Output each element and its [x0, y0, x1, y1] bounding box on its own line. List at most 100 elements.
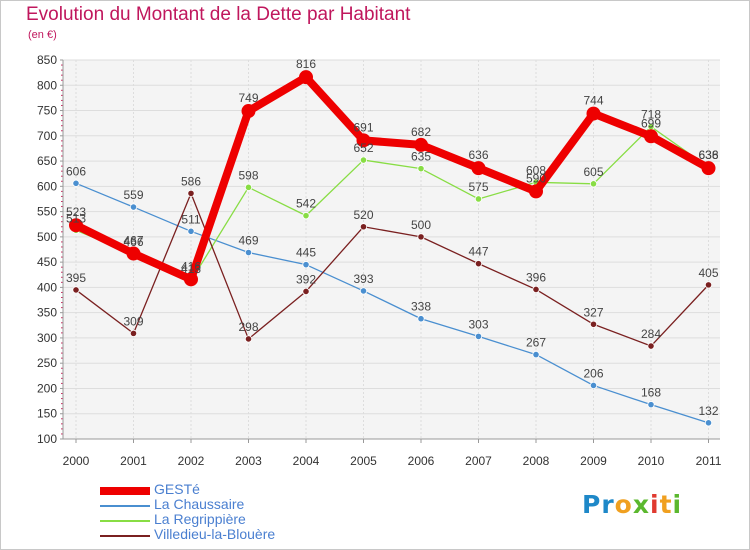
data-label-la-chaussaire-2009: 206 — [583, 366, 603, 380]
ytick-label-150: 150 — [37, 407, 57, 421]
data-label-geste-2001: 467 — [123, 234, 143, 248]
proxiti-logo: Proxiti — [582, 490, 682, 519]
data-point-la-chaussaire-2003 — [244, 248, 253, 257]
ytick-label-350: 350 — [37, 306, 57, 320]
data-label-la-regrippiere-2003: 598 — [238, 168, 258, 182]
xtick-label-2000: 2000 — [63, 454, 90, 468]
data-point-geste-2008 — [529, 184, 543, 199]
data-label-la-chaussaire-2001: 559 — [123, 188, 143, 202]
data-point-geste-2010 — [644, 129, 658, 144]
ytick-label-850: 850 — [37, 53, 57, 67]
data-point-geste-2009 — [586, 106, 601, 121]
ytick-label-400: 400 — [37, 280, 57, 294]
data-label-la-regrippiere-2004: 542 — [296, 197, 316, 211]
series-line-villedieu-la-blouere — [75, 192, 710, 347]
data-label-villedieu-la-blouere-2002: 586 — [181, 174, 201, 188]
data-point-geste-2006 — [414, 137, 428, 152]
data-label-la-regrippiere-2007: 575 — [468, 180, 488, 194]
data-label-villedieu-la-blouere-2001: 309 — [123, 314, 143, 328]
data-label-geste-2000: 523 — [66, 205, 86, 219]
data-point-la-chaussaire-2009 — [589, 381, 598, 390]
ytick-label-500: 500 — [37, 230, 57, 244]
data-label-la-regrippiere-2008: 608 — [526, 163, 546, 177]
data-point-geste-2005 — [356, 133, 371, 148]
data-point-villedieu-la-blouere-2010 — [647, 342, 655, 350]
chart-title: Evolution du Montant de la Dette par Hab… — [26, 4, 411, 25]
chart-subtitle: (en €) — [28, 29, 57, 41]
data-label-villedieu-la-blouere-2009: 327 — [583, 305, 603, 319]
data-point-la-regrippiere-2003 — [244, 183, 253, 191]
data-label-geste-2005: 691 — [353, 120, 373, 134]
data-point-villedieu-la-blouere-2004 — [302, 287, 310, 296]
xtick-label-2007: 2007 — [465, 454, 492, 468]
legend-swatch-gesté — [100, 487, 150, 495]
data-label-geste-2004: 816 — [296, 57, 316, 71]
data-point-villedieu-la-blouere-2000 — [72, 286, 80, 294]
logo-letter: r — [601, 490, 615, 519]
data-point-la-regrippiere-2006 — [417, 165, 425, 173]
data-label-la-chaussaire-2004: 445 — [296, 246, 316, 260]
legend-label-villedieu-la-blouere: Villedieu-la-Blouère — [154, 526, 276, 542]
ytick-label-200: 200 — [37, 381, 57, 395]
ytick-label-300: 300 — [37, 331, 57, 345]
logo-letter: x — [632, 490, 650, 519]
data-point-villedieu-la-blouere-2003 — [244, 335, 253, 343]
legend-swatch-la-regrippiere — [100, 520, 150, 522]
xtick-label-2002: 2002 — [178, 454, 205, 468]
xtick-label-2005: 2005 — [350, 454, 377, 468]
data-point-villedieu-la-blouere-2009 — [589, 320, 598, 328]
data-label-villedieu-la-blouere-2006: 500 — [411, 218, 431, 232]
data-label-la-regrippiere-2002: 413 — [181, 262, 201, 276]
data-label-la-regrippiere-2005: 652 — [353, 141, 373, 155]
data-label-la-chaussaire-2000: 606 — [66, 164, 86, 178]
data-label-villedieu-la-blouere-2007: 447 — [468, 245, 488, 259]
logo-letter: t — [659, 490, 673, 519]
ytick-label-650: 650 — [37, 154, 57, 168]
data-point-la-regrippiere-2005 — [359, 156, 368, 164]
legend-label-gesté: GESTé — [154, 481, 200, 497]
data-point-la-chaussaire-2011 — [704, 419, 713, 427]
ytick-label-800: 800 — [37, 78, 57, 92]
line-chart: 100 150 200 250 300 350 400 450 500 550 600 650 700 7… — [37, 53, 722, 468]
data-label-geste-2002: 416 — [181, 259, 201, 273]
data-point-la-chaussaire-2006 — [417, 315, 425, 323]
data-label-la-regrippiere-2010: 718 — [641, 108, 661, 122]
logo-letter: i — [672, 490, 683, 519]
data-point-geste-2004 — [299, 70, 313, 85]
data-label-geste-2009: 744 — [583, 94, 603, 108]
data-label-villedieu-la-blouere-2003: 298 — [238, 320, 258, 334]
data-point-la-chaussaire-2004 — [302, 261, 310, 269]
data-point-geste-2002 — [184, 272, 198, 287]
plot-area — [63, 60, 720, 439]
ytick-label-100: 100 — [37, 432, 57, 446]
data-point-villedieu-la-blouere-2005 — [359, 223, 368, 231]
data-point-la-regrippiere-2004 — [302, 212, 310, 220]
data-label-la-chaussaire-2008: 267 — [526, 336, 546, 350]
data-label-la-regrippiere-2009: 605 — [583, 165, 603, 179]
data-point-la-chaussaire-2000 — [72, 179, 80, 187]
data-label-la-chaussaire-2003: 469 — [238, 234, 258, 248]
data-label-villedieu-la-blouere-2000: 395 — [66, 271, 86, 285]
ytick-label-450: 450 — [37, 255, 57, 269]
data-point-villedieu-la-blouere-2006 — [417, 233, 425, 241]
data-point-la-chaussaire-2001 — [129, 203, 138, 211]
data-point-geste-2001 — [126, 246, 141, 261]
logo-letter: o — [614, 490, 633, 519]
data-label-geste-2011: 636 — [698, 148, 718, 162]
data-label-villedieu-la-blouere-2011: 405 — [698, 266, 718, 280]
xtick-label-2009: 2009 — [580, 454, 607, 468]
data-point-villedieu-la-blouere-2007 — [474, 260, 483, 268]
data-point-villedieu-la-blouere-2001 — [129, 329, 138, 337]
ytick-label-250: 250 — [37, 356, 57, 370]
data-point-la-chaussaire-2002 — [187, 227, 195, 235]
data-label-la-regrippiere-2011: 638 — [698, 148, 718, 162]
ytick-label-600: 600 — [37, 179, 57, 193]
data-point-la-regrippiere-2009 — [589, 180, 598, 188]
data-point-geste-2007 — [471, 161, 486, 176]
logo-letter: i — [650, 490, 660, 519]
series-line-geste — [72, 73, 713, 284]
xtick-label-2010: 2010 — [638, 454, 665, 468]
data-point-la-chaussaire-2005 — [359, 287, 368, 295]
data-label-la-regrippiere-2001: 466 — [123, 235, 143, 249]
series-line-la-chaussaire — [75, 182, 710, 424]
